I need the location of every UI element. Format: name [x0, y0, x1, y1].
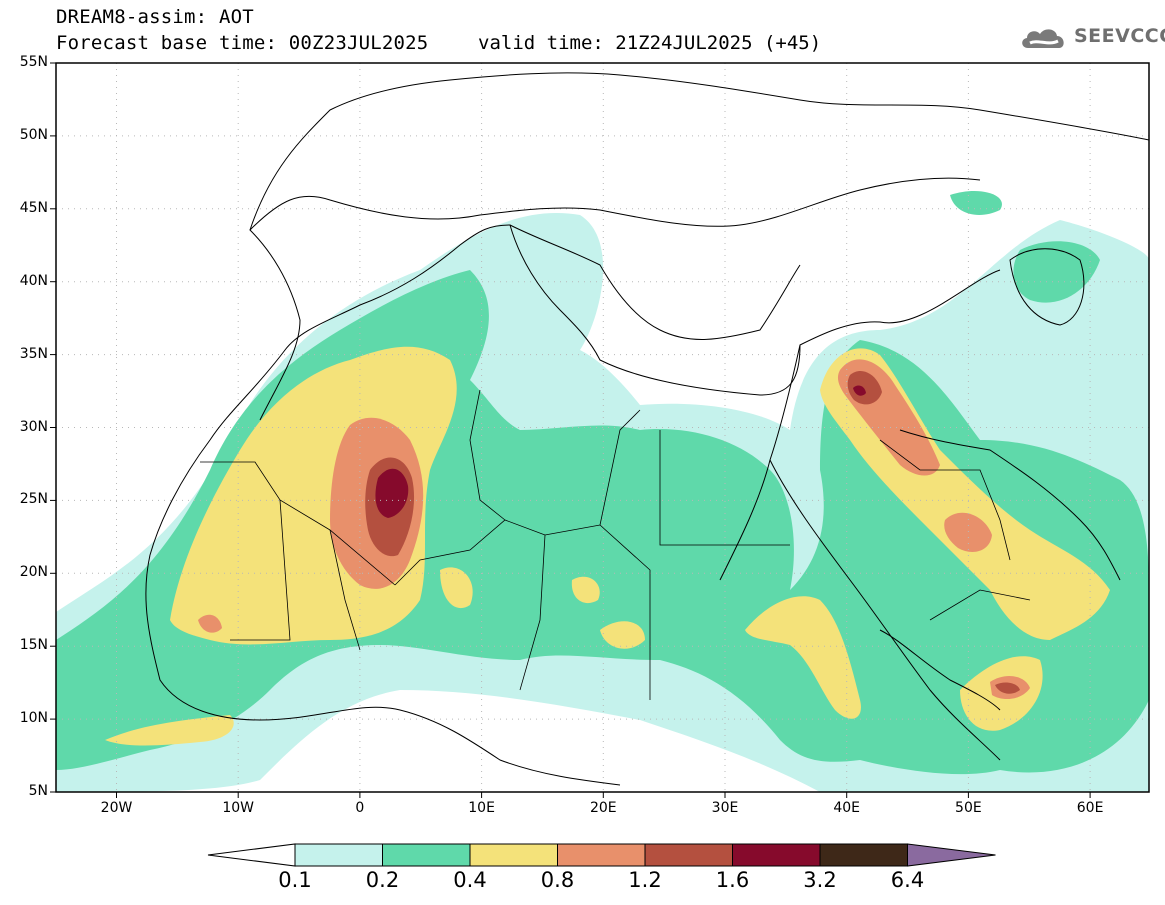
colorbar-label: 3.2 — [803, 868, 837, 892]
lat-label: 50N — [19, 126, 48, 143]
lon-label: 10W — [222, 800, 255, 816]
colorbar-label: 1.2 — [628, 868, 662, 892]
lat-label: 15N — [19, 637, 48, 654]
graticule — [56, 63, 1149, 792]
aot-fields — [56, 190, 1149, 792]
lon-label: 60E — [1076, 800, 1104, 816]
colorbar-segment — [294, 843, 383, 867]
lon-label: 50E — [955, 800, 982, 816]
lon-label: 10E — [468, 800, 495, 816]
country-borders — [200, 389, 1031, 700]
colorbar-segment — [819, 843, 908, 867]
colorbar-over-arrow — [907, 843, 996, 867]
lat-label: 35N — [19, 345, 48, 362]
colorbar-label: 0.4 — [453, 868, 487, 892]
map-title: DREAM8-assim: AOT — [56, 6, 254, 28]
lat-label: 25N — [19, 491, 48, 508]
colorbar-under-arrow — [207, 843, 296, 867]
colorbar-segment — [732, 843, 821, 867]
valid-time: valid time: 21Z24JUL2025 (+45) — [478, 32, 822, 54]
lon-label: 20W — [100, 800, 133, 816]
lon-label: 20E — [589, 800, 617, 816]
colorbar-segment — [382, 843, 471, 867]
logo-text: SEEVCCC — [1074, 25, 1165, 47]
lat-label: 20N — [19, 564, 48, 581]
lon-label: 0 — [355, 800, 365, 816]
colorbar-segment — [644, 843, 733, 867]
lat-label: 45N — [19, 199, 48, 216]
axis-ticks — [50, 62, 1091, 798]
colorbar-label: 1.6 — [715, 868, 750, 892]
colorbar-label: 0.1 — [278, 868, 312, 892]
lat-label: 40N — [19, 272, 48, 289]
aot-level-1.6 — [375, 385, 866, 518]
lon-label: 40E — [833, 800, 861, 816]
colorbar-label: 6.4 — [890, 868, 925, 892]
lat-label: 10N — [19, 710, 48, 727]
colorbar-segment — [557, 843, 646, 867]
colorbar-label: 0.2 — [365, 868, 400, 892]
coastlines — [145, 72, 1149, 786]
lat-label: 55N — [19, 54, 48, 70]
lat-label: 5N — [28, 783, 48, 799]
seevccc-logo: SEEVCCC — [1018, 24, 1165, 54]
cloud-icon — [1022, 29, 1064, 48]
colorbar-label: 0.8 — [540, 868, 575, 892]
colorbar — [207, 843, 996, 867]
forecast-base-time: Forecast base time: 00Z23JUL2025 — [56, 32, 429, 54]
colorbar-segment — [469, 843, 558, 867]
lon-label: 30E — [711, 800, 739, 816]
lat-label: 30N — [19, 418, 48, 435]
